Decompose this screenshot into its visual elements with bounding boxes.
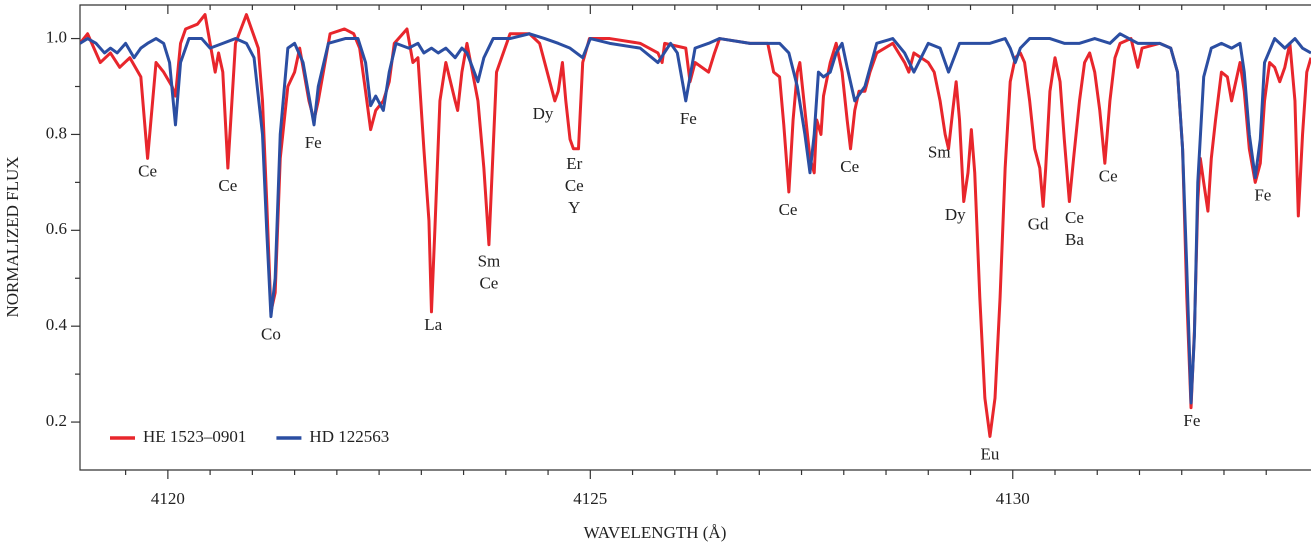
line-annotation: Fe (305, 133, 322, 152)
legend-label: HD 122563 (309, 427, 389, 446)
line-annotation: Ce (1065, 208, 1084, 227)
y-axis-label: NORMALIZED FLUX (3, 156, 22, 317)
y-tick-label: 0.6 (46, 219, 67, 238)
line-annotation: La (424, 315, 442, 334)
x-axis-label: WAVELENGTH (Å) (584, 523, 727, 542)
line-annotation: Dy (533, 104, 554, 123)
line-annotation: Ce (138, 162, 157, 181)
line-annotation: Ce (779, 200, 798, 219)
line-annotation: Sm (478, 251, 501, 270)
line-annotation: Fe (680, 109, 697, 128)
x-tick-label: 4125 (573, 489, 607, 508)
spectrum-line (80, 32, 1311, 405)
legend-label: HE 1523–0901 (143, 427, 246, 446)
line-annotation: Ce (840, 157, 859, 176)
plot-frame (79, 4, 1311, 471)
line-annotation: Dy (945, 205, 966, 224)
line-annotation: Ce (479, 273, 498, 292)
line-annotation: Ce (218, 176, 237, 195)
line-annotation: Gd (1028, 214, 1049, 233)
line-annotation: Er (566, 154, 582, 173)
line-annotation: Co (261, 325, 281, 344)
y-tick-label: 0.8 (46, 123, 67, 142)
line-annotation: Sm (928, 143, 951, 162)
y-tick-label: 0.4 (46, 315, 68, 334)
line-annotation: Ce (565, 176, 584, 195)
line-annotation: Y (568, 198, 580, 217)
line-annotation: Ce (1099, 166, 1118, 185)
line-annotation: Ba (1065, 230, 1084, 249)
y-tick-label: 1.0 (46, 27, 67, 46)
y-tick-label: 0.2 (46, 411, 67, 430)
line-annotation: Fe (1183, 411, 1200, 430)
x-tick-label: 4120 (151, 489, 185, 508)
line-annotation: Eu (980, 445, 999, 464)
line-annotation: Fe (1254, 186, 1271, 205)
x-tick-label: 4130 (996, 489, 1030, 508)
spectrum-line (80, 13, 1311, 438)
